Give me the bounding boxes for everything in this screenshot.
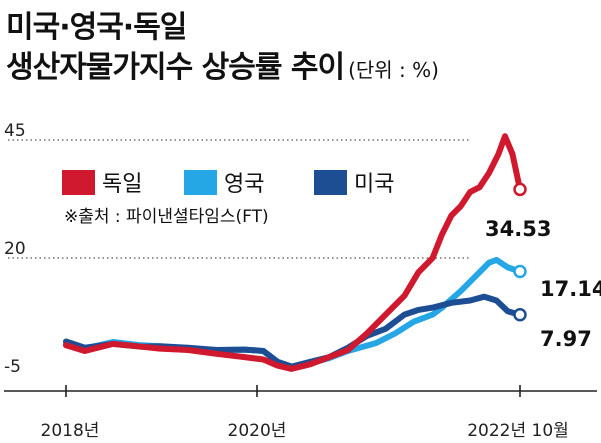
chart-title-line1: 미국·영국·독일 bbox=[6, 10, 187, 45]
grid-lines bbox=[8, 139, 470, 259]
series-end-marker bbox=[513, 182, 527, 197]
x-tick-label: 2018년 bbox=[41, 421, 100, 441]
y-tick-label: -5 bbox=[4, 357, 21, 377]
x-tick-label: 2020년 bbox=[228, 421, 287, 441]
source-note: ※출처 : 파이낸셜타임스(FT) bbox=[64, 207, 269, 227]
x-tick-label: 2022년 10월 bbox=[467, 421, 569, 441]
y-tick-label: 20 bbox=[4, 239, 26, 259]
legend-swatch bbox=[62, 170, 95, 195]
series-line-2 bbox=[63, 293, 523, 370]
series-end-marker bbox=[513, 264, 527, 279]
y-axis-ticks: 45 20 -5 bbox=[4, 121, 26, 377]
series-end-label: 17.14 bbox=[540, 277, 601, 301]
series-line-1 bbox=[63, 256, 523, 370]
chart-title-line2: 생산자물가지수 상승률 추이 (단위 : %) bbox=[6, 42, 439, 86]
x-axis-ticks: 2018년 2020년 2022년 10월 bbox=[41, 385, 569, 441]
series-lines: 34.53 17.14 7.97 bbox=[63, 133, 601, 372]
legend-label: 독일 bbox=[102, 172, 142, 197]
series-end-marker bbox=[513, 308, 527, 322]
legend-swatch bbox=[314, 170, 347, 195]
legend: 독일 영국 미국 bbox=[62, 170, 394, 197]
legend-label: 영국 bbox=[224, 172, 264, 197]
series-line-0 bbox=[63, 133, 523, 372]
y-tick-label: 45 bbox=[4, 121, 26, 141]
legend-label: 미국 bbox=[354, 172, 394, 197]
series-end-label: 7.97 bbox=[540, 327, 592, 351]
legend-swatch bbox=[184, 170, 217, 195]
chart-title-text: 생산자물가지수 상승률 추이 bbox=[6, 50, 345, 85]
unit-label: (단위 : %) bbox=[348, 58, 439, 82]
series-end-label: 34.53 bbox=[485, 217, 551, 241]
